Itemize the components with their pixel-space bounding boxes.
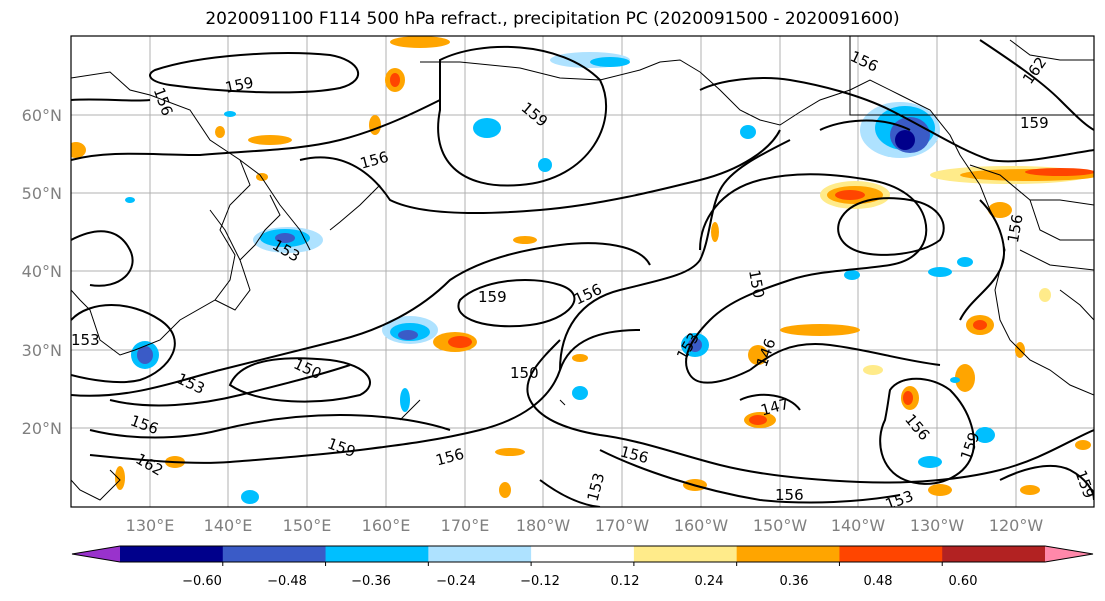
precip-positive-areas	[71, 36, 1094, 498]
colorbar-tick-label: −0.12	[520, 574, 560, 589]
lon-label: 180°W	[516, 516, 571, 535]
coastlines	[71, 36, 1094, 501]
colorbar-segment	[839, 546, 943, 562]
lon-label: 170°E	[441, 516, 490, 535]
colorbar-segment	[531, 546, 635, 562]
colorbar-segment	[736, 546, 840, 562]
colorbar-tick-labels: −0.60 −0.48 −0.36 −0.24 −0.12 0.12 0.24 …	[182, 574, 977, 589]
longitude-axis: 130°E 140°E 150°E 160°E 170°E 180°W 170°…	[126, 516, 1044, 535]
contour-label: 156	[775, 486, 804, 504]
colorbar-tick-label: 0.60	[949, 574, 978, 589]
contour-label: 159	[223, 73, 255, 97]
contour-label: 150	[745, 268, 768, 299]
contour-label: 156	[1004, 213, 1027, 244]
contour-label: 150	[510, 364, 539, 382]
lat-label-40n: 40°N	[22, 262, 62, 281]
lon-label: 160°W	[674, 516, 729, 535]
colorbar-tick-label: −0.36	[351, 574, 391, 589]
lon-label: 130°E	[126, 516, 175, 535]
lon-label: 140°E	[204, 516, 253, 535]
colorbar-segment	[942, 546, 1046, 562]
contour-label: 159	[1020, 114, 1049, 132]
lon-label: 150°W	[753, 516, 808, 535]
lat-label-60n: 60°N	[22, 106, 62, 125]
colorbar-tick-label: −0.48	[267, 574, 307, 589]
colorbar-outline	[71, 545, 1094, 563]
lat-label-20n: 20°N	[22, 419, 62, 438]
colorbar	[71, 545, 1094, 566]
latitude-axis: 60°N 50°N 40°N 30°N 20°N	[22, 106, 62, 438]
colorbar-tick-label: 0.24	[695, 574, 724, 589]
lon-label: 120°W	[989, 516, 1044, 535]
map-title: 2020091100 F114 500 hPa refract., precip…	[205, 9, 900, 29]
colorbar-extend-low	[72, 546, 120, 562]
contour-label: 153	[71, 331, 100, 349]
precip-negative-areas	[125, 52, 995, 504]
colorbar-tick-label: 0.12	[611, 574, 640, 589]
colorbar-segment	[633, 546, 738, 562]
colorbar-tick-label: −0.24	[436, 574, 476, 589]
lon-label: 160°E	[362, 516, 411, 535]
lon-label: 170°W	[595, 516, 650, 535]
lat-label-30n: 30°N	[22, 341, 62, 360]
lat-label-50n: 50°N	[22, 184, 62, 203]
colorbar-extend-high	[1045, 546, 1093, 562]
colorbar-tick-label: 0.36	[780, 574, 809, 589]
colorbar-tick-label: 0.48	[864, 574, 893, 589]
map-frame	[70, 35, 1095, 508]
colorbar-segment	[222, 546, 327, 562]
lon-label: 140°W	[831, 516, 886, 535]
colorbar-segment	[120, 546, 224, 562]
colorbar-segment	[428, 546, 532, 562]
refractivity-contours	[71, 39, 1094, 507]
colorbar-segment	[325, 546, 429, 562]
contour-label: 159	[478, 288, 507, 306]
lon-label: 130°W	[910, 516, 965, 535]
colorbar-tick-label: −0.60	[182, 574, 222, 589]
lon-label: 150°E	[283, 516, 332, 535]
